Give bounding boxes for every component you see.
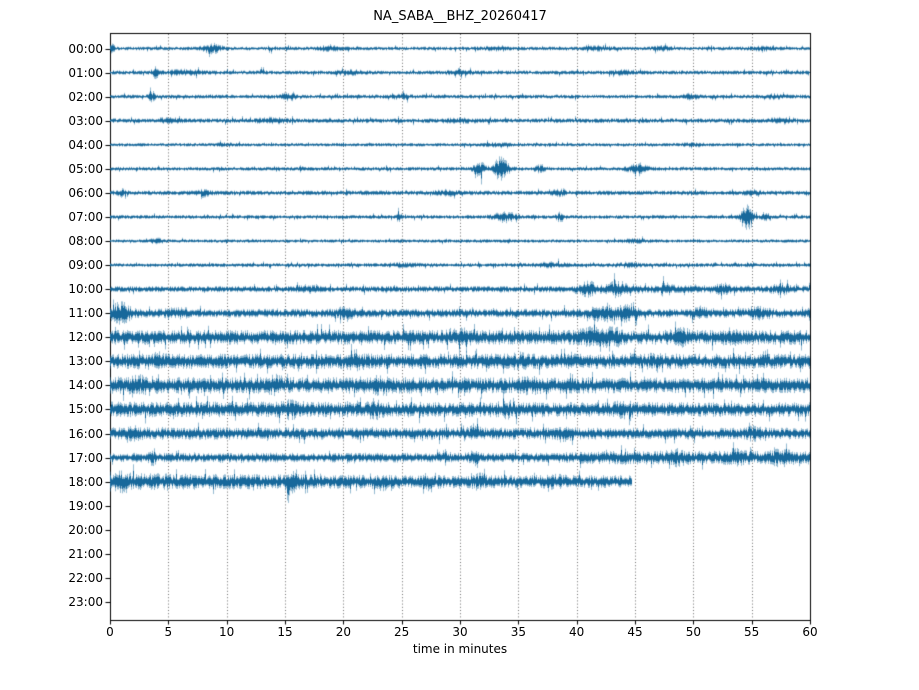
y-tick-label-9: 09:00 (68, 258, 103, 273)
x-tick-label-3: 15 (277, 625, 293, 639)
y-tick-label-18: 18:00 (68, 474, 103, 489)
chart-title: NA_SABA__BHZ_20260417 (373, 9, 547, 24)
y-tick-label-12: 12:00 (68, 330, 103, 345)
y-tick-label-14: 14:00 (68, 378, 103, 393)
x-tick-label-1: 5 (164, 625, 173, 639)
x-tick-label-6: 30 (452, 625, 468, 639)
y-tick-label-4: 04:00 (68, 137, 103, 152)
y-tick-label-0: 00:00 (68, 41, 103, 56)
x-axis-label: time in minutes (412, 642, 508, 656)
y-tick-label-3: 03:00 (68, 113, 103, 128)
x-tick-label-4: 20 (335, 625, 351, 639)
y-tick-label-6: 06:00 (68, 185, 103, 200)
x-tick-label-5: 25 (394, 625, 410, 639)
x-tick-label-0: 0 (106, 625, 114, 639)
y-tick-label-21: 21:00 (68, 546, 103, 561)
x-tick-label-10: 50 (685, 625, 701, 639)
y-tick-label-8: 08:00 (68, 234, 103, 249)
y-tick-label-5: 05:00 (68, 161, 103, 176)
x-tick-label-2: 10 (219, 625, 235, 639)
y-tick-label-22: 22:00 (68, 570, 103, 585)
y-tick-label-16: 16:00 (68, 426, 103, 441)
x-tick-label-11: 55 (744, 625, 760, 639)
x-tick-label-9: 45 (627, 625, 643, 639)
y-tick-label-10: 10:00 (68, 282, 103, 297)
y-tick-label-23: 23:00 (68, 594, 103, 609)
y-tick-label-7: 07:00 (68, 209, 103, 224)
x-tick-label-8: 40 (569, 625, 585, 639)
x-tick-label-7: 35 (510, 625, 526, 639)
y-tick-label-15: 15:00 (68, 402, 103, 417)
y-tick-label-1: 01:00 (68, 65, 103, 80)
x-tick-label-12: 60 (802, 625, 818, 639)
y-tick-label-19: 19:00 (68, 498, 103, 513)
y-tick-label-11: 11:00 (68, 306, 103, 321)
y-tick-label-20: 20:00 (68, 522, 103, 537)
y-tick-label-2: 02:00 (68, 89, 103, 104)
y-tick-label-13: 13:00 (68, 354, 103, 369)
y-tick-label-17: 17:00 (68, 450, 103, 465)
